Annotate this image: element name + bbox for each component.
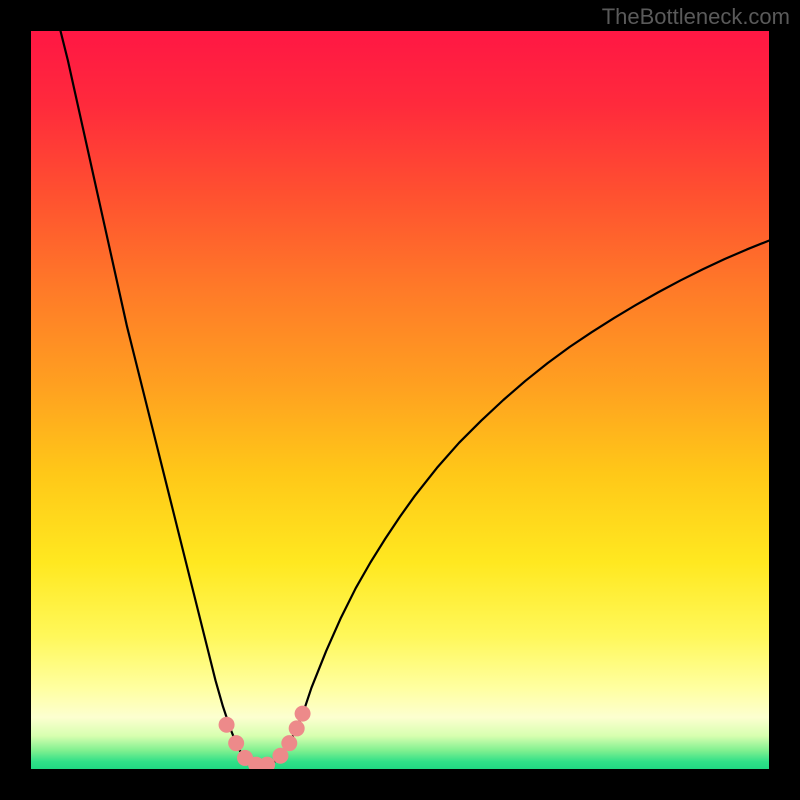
marker-dot xyxy=(295,706,311,722)
marker-dot xyxy=(281,735,297,751)
chart-svg xyxy=(31,31,769,769)
chart-plot-area xyxy=(31,31,769,769)
chart-background xyxy=(31,31,769,769)
marker-dot xyxy=(219,717,235,733)
marker-dot xyxy=(228,735,244,751)
watermark-text: TheBottleneck.com xyxy=(602,4,790,30)
marker-dot xyxy=(289,720,305,736)
